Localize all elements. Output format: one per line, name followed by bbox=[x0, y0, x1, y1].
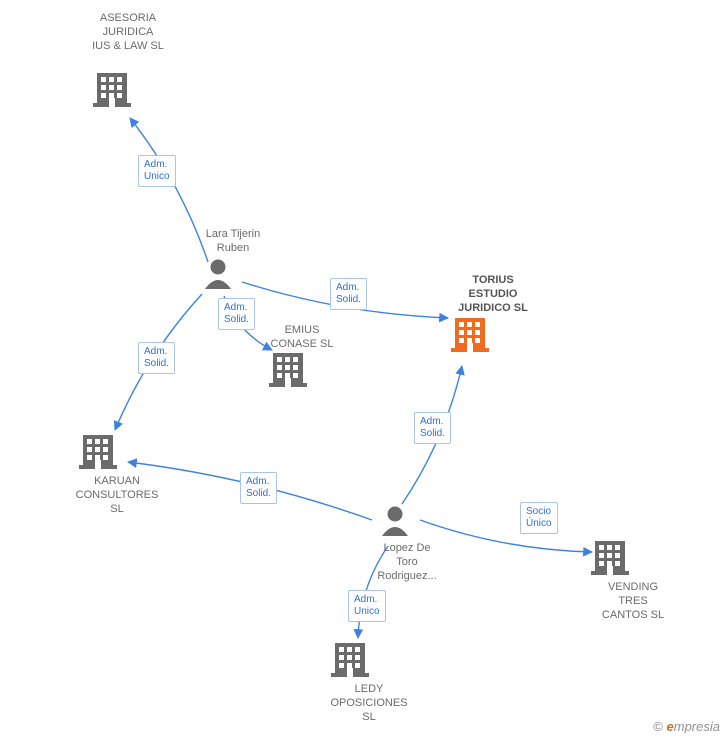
node-label: LEDY OPOSICIONES SL bbox=[314, 683, 424, 724]
person-icon bbox=[205, 260, 231, 290]
edge-label: Adm. Solid. bbox=[330, 278, 367, 310]
edge-label: Adm. Unico bbox=[348, 590, 386, 622]
brand-rest: mpresia bbox=[674, 719, 720, 734]
edge-label: Adm. Unico bbox=[138, 155, 176, 187]
edge-label: Adm. Solid. bbox=[218, 298, 255, 330]
building-icon bbox=[79, 435, 117, 469]
edge-label: Adm. Solid. bbox=[414, 412, 451, 444]
edge-label: Adm. Solid. bbox=[240, 472, 277, 504]
node-label: EMIUS CONASE SL bbox=[252, 324, 352, 352]
node-label: ASESORIA JURIDICA IUS & LAW SL bbox=[78, 12, 178, 53]
person-icon bbox=[382, 507, 408, 537]
node-label: KARUAN CONSULTORES SL bbox=[62, 475, 172, 516]
brand-first: e bbox=[667, 719, 674, 734]
copyright-symbol: © bbox=[653, 719, 663, 734]
node-label: TORIUS ESTUDIO JURIDICO SL bbox=[438, 274, 548, 315]
edge-label: Adm. Solid. bbox=[138, 342, 175, 374]
edge-label: Socio Único bbox=[520, 502, 558, 534]
node-label: Lara Tijerin Ruben bbox=[188, 228, 278, 256]
building-icon bbox=[331, 643, 369, 677]
node-label: Lopez De Toro Rodriguez... bbox=[362, 542, 452, 583]
node-label: VENDING TRES CANTOS SL bbox=[578, 581, 688, 622]
building-icon bbox=[269, 353, 307, 387]
building-icon bbox=[93, 73, 131, 107]
building-highlight-icon bbox=[451, 318, 489, 352]
copyright-watermark: © empresia bbox=[653, 719, 720, 734]
diagram-canvas bbox=[0, 0, 728, 740]
building-icon bbox=[591, 541, 629, 575]
